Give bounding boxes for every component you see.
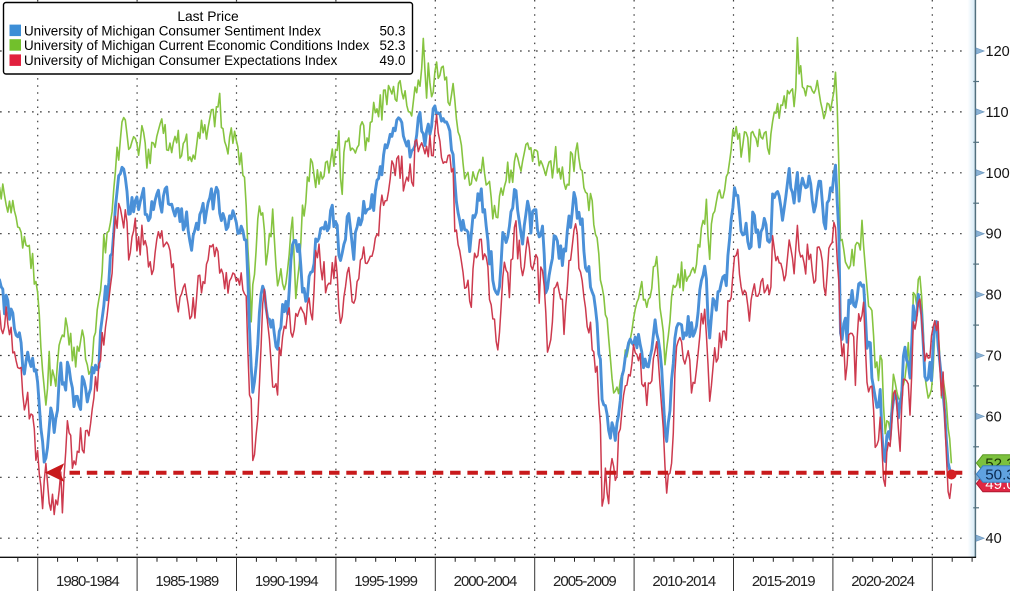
svg-text:University of Michigan Current: University of Michigan Current Economic … (24, 38, 370, 53)
svg-text:110: 110 (986, 105, 1009, 121)
svg-text:2015-2019: 2015-2019 (752, 573, 815, 590)
svg-text:1995-1999: 1995-1999 (354, 573, 417, 590)
svg-text:90: 90 (986, 227, 1002, 243)
svg-text:70: 70 (986, 349, 1002, 365)
svg-text:2005-2009: 2005-2009 (553, 573, 616, 590)
svg-text:49.0: 49.0 (379, 53, 405, 68)
svg-text:2010-2014: 2010-2014 (652, 573, 715, 590)
svg-text:2000-2004: 2000-2004 (454, 573, 517, 590)
svg-text:80: 80 (986, 288, 1002, 304)
svg-text:40: 40 (986, 531, 1002, 547)
svg-text:1990-1994: 1990-1994 (255, 573, 318, 590)
svg-text:University of Michigan Consume: University of Michigan Consumer Expectat… (24, 53, 338, 68)
svg-text:52.3: 52.3 (379, 38, 405, 53)
svg-text:120: 120 (986, 44, 1010, 60)
svg-text:1980-1984: 1980-1984 (56, 573, 119, 590)
svg-text:1985-1989: 1985-1989 (155, 573, 218, 590)
svg-text:50.3: 50.3 (379, 23, 405, 38)
svg-text:Last Price: Last Price (177, 9, 239, 24)
svg-text:50.3: 50.3 (985, 466, 1010, 483)
svg-text:100: 100 (986, 166, 1010, 182)
svg-text:2020-2024: 2020-2024 (851, 573, 914, 590)
svg-text:60: 60 (986, 409, 1002, 425)
svg-text:University of Michigan Consume: University of Michigan Consumer Sentimen… (24, 23, 321, 38)
